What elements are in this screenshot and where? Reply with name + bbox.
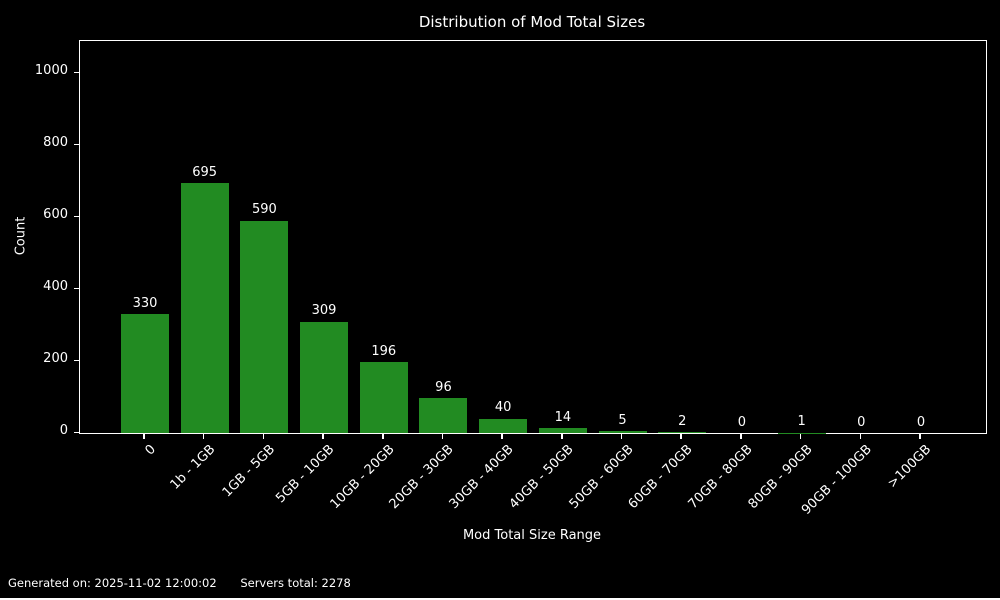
bar-value-label: 2 bbox=[678, 413, 687, 429]
y-tick bbox=[74, 143, 79, 145]
bar-value-label: 695 bbox=[192, 164, 218, 180]
bar bbox=[479, 418, 528, 433]
x-tick bbox=[561, 434, 563, 439]
y-tick-label: 200 bbox=[43, 351, 68, 366]
x-tick bbox=[859, 434, 862, 439]
x-tick bbox=[382, 434, 384, 439]
bar bbox=[240, 220, 289, 433]
chart-title: Distribution of Mod Total Sizes bbox=[418, 13, 646, 31]
x-tick bbox=[919, 434, 921, 439]
x-tick bbox=[680, 434, 682, 439]
bar-value-label: 196 bbox=[371, 344, 397, 360]
bottom-divider bbox=[0, 598, 1000, 600]
bar-value-label: 96 bbox=[435, 380, 452, 396]
bar-value-label: 0 bbox=[916, 414, 926, 430]
x-tick bbox=[202, 434, 205, 439]
x-tick bbox=[799, 434, 802, 439]
y-tick-label: 800 bbox=[43, 135, 68, 150]
plot-area: 330 695 590 309 196 96 40 14 5 2 0 1 0 0 bbox=[79, 40, 987, 434]
bar-value-label: 14 bbox=[554, 409, 572, 425]
x-tick bbox=[143, 434, 145, 439]
footer-servers-total: Servers total: 2278 bbox=[240, 576, 351, 590]
bar-value-label: 0 bbox=[737, 414, 747, 430]
bar bbox=[419, 398, 468, 433]
x-tick bbox=[322, 434, 324, 439]
bar-value-label: 309 bbox=[311, 303, 337, 319]
bar-value-label: 0 bbox=[857, 414, 866, 430]
bar-value-label: 1 bbox=[797, 414, 806, 430]
y-tick-label: 600 bbox=[43, 207, 68, 222]
bar bbox=[359, 362, 408, 433]
x-tick bbox=[501, 434, 503, 439]
bar-value-label: 40 bbox=[494, 400, 512, 416]
x-tick bbox=[740, 434, 742, 439]
y-tick bbox=[74, 359, 79, 361]
bar-value-label: 5 bbox=[618, 412, 627, 428]
bar bbox=[180, 182, 229, 433]
x-axis-label: Mod Total Size Range bbox=[462, 528, 602, 543]
bar-value-label: 590 bbox=[251, 202, 277, 218]
bar bbox=[538, 427, 587, 433]
y-tick-label: 400 bbox=[43, 279, 68, 294]
x-tick bbox=[262, 434, 265, 439]
x-tick bbox=[620, 434, 623, 439]
bar bbox=[121, 314, 169, 433]
y-tick-label: 1000 bbox=[34, 63, 68, 78]
y-tick bbox=[74, 431, 79, 433]
y-tick-label: 0 bbox=[59, 423, 68, 438]
y-tick bbox=[74, 215, 79, 217]
bar bbox=[598, 431, 647, 433]
y-tick bbox=[74, 71, 79, 73]
footer-note: Generated on: 2025-11-02 12:00:02 Server… bbox=[8, 576, 351, 590]
y-tick bbox=[74, 287, 79, 289]
bar-value-label: 330 bbox=[132, 295, 158, 311]
x-tick bbox=[441, 434, 444, 439]
footer-generated-text: Generated on: 2025-11-02 12:00:02 bbox=[8, 576, 217, 590]
y-axis-label: Count bbox=[13, 216, 29, 256]
bar bbox=[658, 432, 707, 433]
bar bbox=[300, 321, 349, 433]
